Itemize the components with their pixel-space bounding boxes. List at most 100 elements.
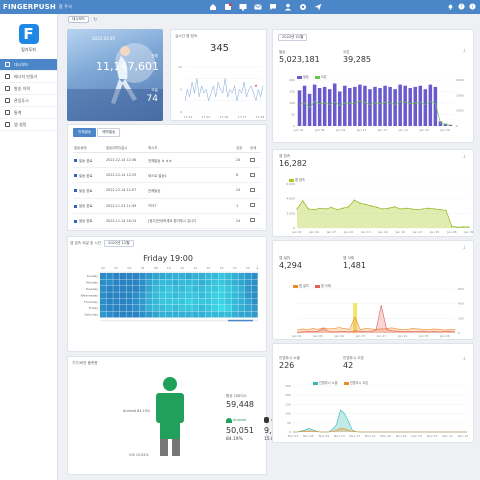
row-success-count-text: 24	[236, 188, 241, 193]
row-detail[interactable]	[249, 182, 261, 199]
table-row[interactable]: 발송 완료 2022.12.14 12:36 전체발송 ㅎ.ㅎㅎ 24	[73, 152, 261, 169]
send-bar	[327, 89, 332, 126]
info-icon[interactable]: i	[469, 3, 476, 11]
heatmap-cell	[211, 292, 219, 299]
heatmap-cell	[225, 285, 232, 292]
inapp-y-label: 200	[285, 393, 291, 397]
detail-icon[interactable]	[250, 218, 255, 223]
heatmap-hour-label: 02	[114, 266, 118, 270]
compose-icon	[5, 74, 10, 79]
access-y-label: 2,000	[286, 211, 295, 215]
install-chart: 600 400 200 0 Jan 01 Jan 05 Jan 09 Jan 13 Jan 17…	[291, 287, 464, 338]
heatmap-cell	[251, 279, 258, 286]
heatmap-cell	[100, 279, 107, 286]
hero-date: 2022.03.05	[92, 36, 115, 41]
heatmap-cell	[100, 285, 107, 292]
detail-icon[interactable]	[250, 157, 255, 162]
bell-icon[interactable]	[447, 3, 454, 11]
settings-icon[interactable]	[299, 3, 307, 11]
sidebar-item-dashboard[interactable]: 대시보드	[0, 59, 57, 71]
heatmap-cell	[106, 273, 113, 280]
hero-sub-value: 74	[146, 94, 158, 104]
download-icon[interactable]: ↓	[462, 154, 467, 160]
inapp-x-label: Nov 29	[396, 434, 407, 438]
detail-icon[interactable]	[250, 187, 255, 192]
monitor-icon[interactable]	[239, 3, 247, 11]
heatmap-cell	[100, 298, 107, 305]
home-icon[interactable]	[209, 3, 217, 11]
download-icon[interactable]: ↓	[462, 48, 467, 54]
install-line	[296, 316, 456, 331]
heatmap-hour-label: 14	[193, 266, 197, 270]
heatmap-cell	[205, 292, 212, 299]
person-figure	[156, 377, 184, 456]
sidebar-item-history[interactable]: 발송 이력	[0, 83, 57, 95]
tab-scheduled[interactable]: 예약발송	[97, 128, 121, 137]
heatmap-cell	[192, 279, 199, 286]
sidebar-item-inapp[interactable]: 관업푸시	[0, 95, 57, 107]
help-icon[interactable]: ?	[458, 3, 465, 11]
install-x-label: Jan 25	[418, 334, 428, 338]
row-status: 발송 완료	[73, 167, 105, 184]
send-bar	[443, 123, 448, 126]
mail-icon[interactable]	[254, 3, 262, 11]
heatmap-cell	[172, 311, 179, 318]
app-name: 핑거푸쉬	[21, 47, 36, 52]
heatmap-cell	[152, 292, 159, 299]
sidebar-item-settings[interactable]: 앱 설정	[0, 119, 57, 131]
heatmap-cell	[165, 305, 173, 312]
row-detail[interactable]	[249, 167, 261, 184]
row-detail[interactable]	[249, 152, 261, 169]
access-x-label: Jan 28	[446, 230, 456, 234]
detail-icon[interactable]	[250, 203, 255, 208]
send-icon[interactable]	[314, 3, 322, 11]
row-status: 발송 완료	[73, 152, 105, 169]
heatmap-cell	[113, 311, 120, 318]
month-select[interactable]: 2022년 01월	[278, 34, 308, 41]
heatmap-cell	[211, 311, 219, 318]
table-row[interactable]: 발송 완료 2022.12.14 12:07 전체발송 24	[73, 182, 261, 199]
row-status: 발송 완료	[73, 198, 105, 214]
send-bar	[403, 85, 407, 126]
heatmap-month-select[interactable]: 2022년 12월	[104, 240, 134, 247]
heatmap-cell	[179, 311, 186, 318]
download-icon[interactable]: ↓	[462, 245, 467, 251]
refresh-icon[interactable]: ↻	[93, 16, 98, 23]
heatmap-cell	[159, 292, 166, 299]
table-row[interactable]: 발송 완료 2022.12.14 12:25 테스트 발송1 8	[73, 167, 261, 184]
breadcrumb-item[interactable]: 대시보드	[68, 16, 90, 23]
tab-all-send[interactable]: 전체발송	[73, 128, 97, 137]
android-label: Android	[233, 418, 247, 422]
brand-subtitle: 협 주식	[58, 4, 73, 9]
heatmap-cell	[192, 292, 199, 299]
download-icon[interactable]: ↓	[462, 356, 467, 362]
inapp-x-label: Nov 09	[319, 434, 330, 438]
heatmap-cell	[119, 273, 127, 280]
row-detail[interactable]	[249, 198, 261, 214]
chat-icon[interactable]	[269, 3, 277, 11]
row-detail[interactable]	[249, 213, 261, 229]
table-row[interactable]: 발송 완료 2022.11.14 16:13 [광고]안녕하세요 핑거푸시 입니다 2…	[73, 213, 261, 229]
heatmap-cell	[225, 279, 232, 286]
heatmap-cell	[139, 273, 146, 280]
heatmap-cell	[113, 273, 120, 280]
table-row[interactable]: 발송 완료 2022.11.23 11:59 TEST 1	[73, 198, 261, 214]
hero-illustration	[67, 43, 163, 121]
row-status-text: 발송 완료	[79, 204, 93, 209]
status-dot	[74, 174, 77, 178]
heatmap-cell	[126, 273, 133, 280]
brand[interactable]: FINGERPUSH 협 주식	[0, 3, 72, 11]
sidebar-item-stats[interactable]: 통계	[0, 107, 57, 119]
row-status-text: 발송 완료	[79, 158, 93, 163]
send-y-label: 200	[289, 78, 295, 82]
detail-icon[interactable]	[250, 172, 255, 177]
send-y-label: 0	[293, 124, 295, 128]
heatmap-cell	[132, 298, 140, 305]
heatmap-cell	[159, 305, 166, 312]
sidebar-item-compose[interactable]: 메시지 만들기	[0, 71, 57, 83]
app-icon[interactable]	[224, 3, 232, 11]
download-icon[interactable]: ↓	[255, 265, 260, 271]
user-icon[interactable]	[284, 3, 292, 11]
